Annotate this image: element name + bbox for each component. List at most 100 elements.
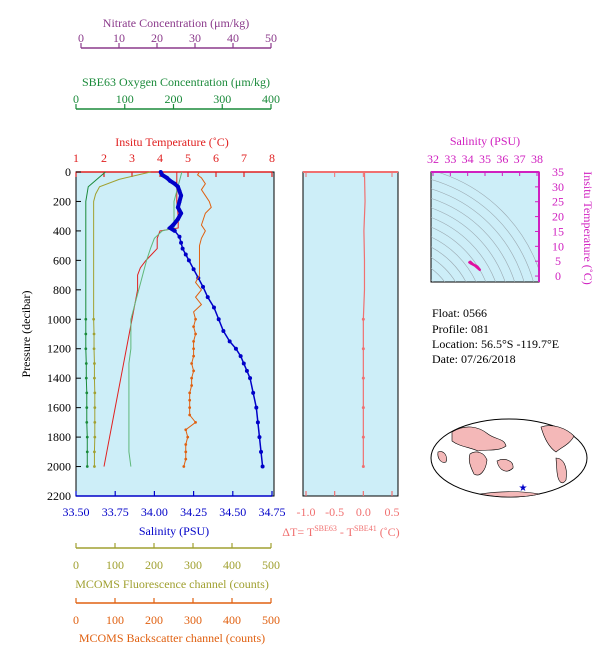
backscatter-point — [194, 332, 197, 336]
fluorescence-axis: 0 100 200 300 400 500 MCOMS Fluorescence chan… — [73, 543, 280, 591]
fluorescence-tick-label: 500 — [262, 558, 280, 572]
backscatter-point — [190, 376, 194, 380]
salinity-tick-label: 34.50 — [219, 505, 246, 519]
delta-t-axis-ticks: -1.0 -0.5 0.0 0.5 — [297, 171, 400, 519]
salinity-point — [257, 435, 262, 440]
delta-t-point — [361, 406, 365, 410]
ts-temperature-tick-label: 0 — [555, 269, 561, 283]
oxygen-tick-label: 200 — [165, 92, 183, 106]
fluorescence-axis-ticks: 0 100 200 300 400 500 — [73, 543, 280, 572]
backscatter-point — [194, 317, 197, 321]
salinity-point — [233, 346, 238, 351]
delta-t-series — [361, 171, 366, 469]
oxygen-point — [84, 347, 88, 351]
pressure-tick-label: 1800 — [47, 430, 71, 444]
oxygen-point — [84, 332, 88, 336]
fluorescence-point — [92, 317, 96, 321]
backscatter-point — [188, 406, 192, 410]
delta-t-point — [361, 347, 365, 351]
fluorescence-point — [93, 435, 97, 439]
oxygen-tick-label: 400 — [262, 92, 280, 106]
backscatter-tick-label: 300 — [184, 613, 202, 627]
salinity-point — [260, 464, 265, 469]
pressure-tick-label: 2000 — [47, 460, 71, 474]
temperature-tick-label: 3 — [129, 151, 135, 165]
nitrate-tick-label: 30 — [189, 31, 201, 45]
salinity-axis-ticks: 33.50 33.75 34.00 34.25 34.50 34.75 — [63, 491, 286, 519]
nitrate-tick-label: 40 — [227, 31, 239, 45]
salinity-point — [179, 240, 184, 245]
pressure-tick-label: 1600 — [47, 401, 71, 415]
ts-salinity-tick-label: 36 — [496, 152, 508, 166]
backscatter-axis-ticks: 0 100 200 300 400 500 — [73, 598, 280, 627]
ts-salinity-tick-label: 32 — [427, 152, 439, 166]
fluorescence-tick-label: 100 — [106, 558, 124, 572]
oxygen-point — [84, 317, 88, 321]
backscatter-tick-label: 400 — [223, 613, 241, 627]
salinity-point — [191, 267, 196, 272]
ts-temperature-axis-label: Insitu Temperature (˚C) — [581, 171, 595, 285]
fluorescence-point — [92, 347, 96, 351]
nitrate-tick-label: 0 — [78, 31, 84, 45]
nitrate-tick-label: 50 — [265, 31, 277, 45]
fluorescence-point — [93, 376, 96, 380]
backscatter-point — [188, 391, 192, 395]
fluorescence-point — [93, 450, 96, 454]
oxygen-point — [84, 362, 88, 365]
ts-salinity-tick-label: 34 — [462, 152, 474, 166]
delta-t-point — [361, 465, 365, 469]
pressure-tick-label: 1400 — [47, 371, 71, 385]
backscatter-point — [184, 443, 188, 446]
salinity-point — [241, 361, 246, 366]
delta-t-point — [361, 376, 365, 380]
salinity-point — [255, 420, 260, 425]
temperature-tick-label: 2 — [101, 151, 107, 165]
profile-number: Profile: 081 — [432, 322, 489, 336]
delta-t-point — [361, 317, 365, 321]
pressure-tick-label: 0 — [65, 165, 71, 179]
delta-t-tick-label: 0.0 — [356, 505, 371, 519]
ts-temperature-tick-label: 30 — [552, 180, 564, 194]
fluorescence-point — [93, 420, 97, 424]
ts-temperature-tick-label: 5 — [555, 254, 561, 268]
ts-panel — [430, 171, 540, 283]
salinity-point — [221, 329, 226, 334]
ts-salinity-tick-label: 38 — [531, 152, 543, 166]
fluorescence-tick-label: 300 — [184, 558, 202, 572]
backscatter-tick-label: 500 — [262, 613, 280, 627]
backscatter-tick-label: 200 — [145, 613, 163, 627]
salinity-point — [201, 284, 206, 289]
oxygen-point — [84, 376, 88, 380]
salinity-point — [251, 390, 256, 395]
backscatter-point — [192, 354, 195, 358]
oxygen-tick-label: 0 — [73, 92, 79, 106]
backscatter-point — [188, 413, 192, 417]
nitrate-tick-label: 20 — [151, 31, 163, 45]
float-id: Float: 0566 — [432, 306, 487, 320]
fluorescence-point — [93, 465, 96, 468]
world-map: ★ — [430, 418, 588, 498]
salinity-point — [259, 449, 264, 454]
temperature-tick-label: 4 — [157, 151, 163, 165]
backscatter-point — [182, 465, 186, 468]
backscatter-axis-label: MCOMS Backscatter channel (counts) — [79, 631, 265, 645]
delta-t-panel — [302, 171, 399, 497]
oxygen-point — [85, 435, 89, 439]
pressure-tick-label: 600 — [53, 253, 71, 267]
pressure-tick-label: 200 — [53, 194, 71, 208]
salinity-tick-label: 34.75 — [259, 505, 286, 519]
oxygen-axis-ticks: 0 100 200 300 400 — [73, 92, 280, 110]
oxygen-point — [85, 420, 89, 424]
ts-temperature-tick-label: 20 — [552, 210, 564, 224]
ts-salinity-tick-label: 33 — [444, 152, 456, 166]
salinity-point — [177, 234, 182, 239]
salinity-tick-label: 33.75 — [102, 505, 129, 519]
profile-series — [84, 170, 265, 469]
fluorescence-point — [92, 332, 96, 336]
backscatter-point — [190, 362, 194, 365]
date: Date: 07/26/2018 — [432, 352, 516, 366]
salinity-point — [216, 317, 221, 322]
salinity-point — [238, 354, 243, 359]
backscatter-point — [190, 384, 194, 387]
